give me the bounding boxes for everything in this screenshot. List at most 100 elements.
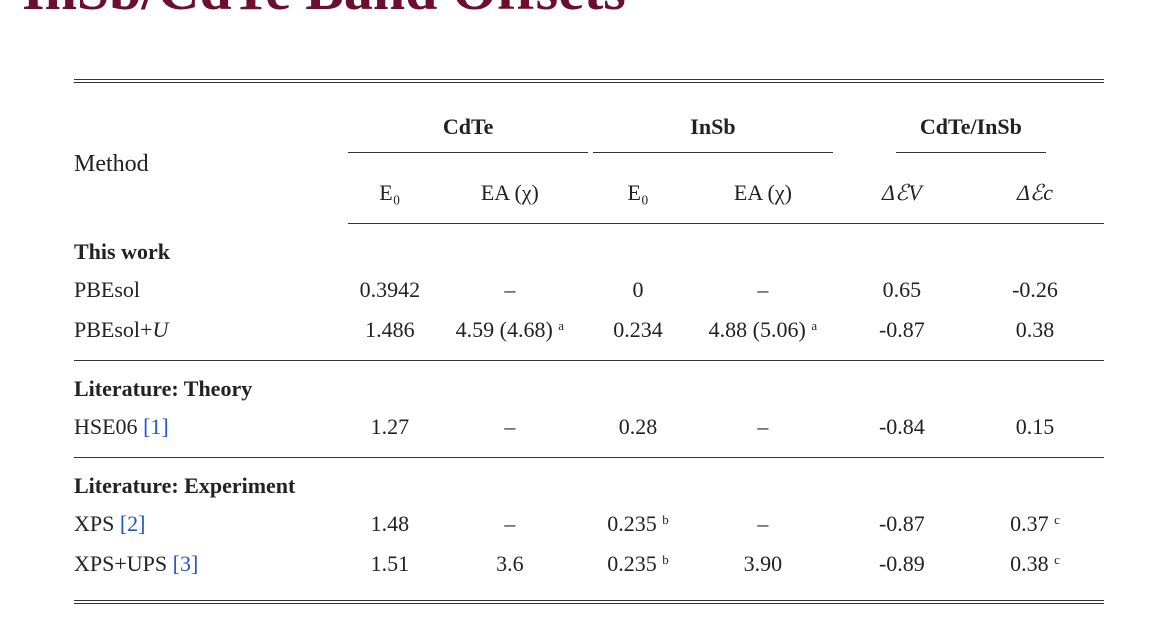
section-header-row: Literature: Theory — [74, 360, 1104, 407]
section-label: This work — [74, 238, 170, 264]
value-cell: 0.235 b — [588, 544, 688, 594]
cell-value: -0.87 — [878, 510, 925, 536]
cell-value: – — [504, 510, 516, 536]
footnote-marker: b — [662, 551, 669, 567]
cell-value: 0.235 — [607, 510, 657, 536]
section-header-row: This work — [74, 223, 1104, 270]
group-header-cdte: CdTe — [348, 83, 589, 163]
cell-value: 0 — [632, 276, 644, 302]
section-label: Literature: Theory — [74, 375, 253, 401]
footnote-marker: a — [558, 317, 565, 333]
subheader-delta-ec: Δℰc — [965, 162, 1104, 224]
citation-link[interactable]: [2] — [119, 510, 146, 536]
subheader-insb-ea: EA (χ) — [688, 162, 838, 224]
subheader-delta-ev-label: ΔℰV — [882, 179, 922, 205]
table-row: HSE06 [1] 1.27 – 0.28 – -0.84 0.15 — [74, 406, 1104, 458]
method-cell: PBEsol+U — [74, 309, 349, 361]
method-cell: HSE06 [1] — [74, 406, 349, 458]
footnote-marker: c — [1054, 551, 1060, 567]
value-cell: 0.37 c — [966, 504, 1104, 544]
value-cell: 0.28 — [588, 406, 688, 458]
slide-title: InSb/CdTe Band Offsets — [22, 0, 626, 23]
subheader-insb-ea-label: EA (χ) — [733, 179, 792, 205]
cell-value: -0.26 — [1012, 276, 1058, 302]
table-top-rule — [74, 79, 1104, 83]
subheader-cdte-e0: E₀ — [348, 162, 432, 224]
subheader-delta-ev: ΔℰV — [837, 162, 966, 224]
group-underline-cdte — [348, 152, 589, 154]
method-cell: XPS [2] — [74, 504, 348, 544]
cell-value: 1.27 — [370, 413, 410, 439]
cell-value: 3.90 — [743, 550, 783, 576]
section-label: Literature: Experiment — [74, 472, 296, 498]
value-cell: -0.84 — [837, 406, 966, 458]
table-row: XPS [2] 1.48 – 0.235 b – -0.87 0.37 c — [74, 504, 1104, 544]
cell-value: -0.87 — [878, 316, 925, 342]
value-cell: -0.26 — [966, 270, 1104, 310]
method-name: PBEsol+U — [74, 316, 169, 342]
subheader-cdte-ea-label: EA (χ) — [480, 179, 539, 205]
table-body: This work PBEsol 0.3942 – 0 – 0.65 -0.26 PBEsol+… — [74, 223, 1104, 594]
citation-link[interactable]: [1] — [143, 413, 169, 439]
subheader-cdte-ea: EA (χ) — [431, 162, 589, 224]
group-underline-insb — [592, 152, 833, 154]
band-offset-table-container: Method CdTe InSb CdTe/InSb E₀ EA (χ) E₀ — [74, 79, 1104, 604]
cell-value: 1.486 — [365, 316, 415, 342]
cell-value: 3.6 — [496, 550, 524, 576]
method-name: PBEsol — [74, 276, 141, 302]
cell-value: – — [757, 413, 769, 439]
footnote-marker: b — [662, 511, 669, 527]
method-name: XPS — [74, 510, 115, 536]
value-cell: 0.38 c — [966, 544, 1104, 594]
table-row: PBEsol+U 1.486 4.59 (4.68) a 0.234 4.88 (5.0… — [74, 309, 1104, 361]
value-cell: – — [432, 504, 589, 544]
value-cell: 0 — [588, 270, 688, 310]
group-header-cdte-label: CdTe — [442, 114, 494, 140]
citation-link[interactable]: [3] — [172, 550, 199, 576]
cell-value: 0.38 — [1010, 550, 1049, 576]
subheader-insb-e0-label: E₀ — [627, 179, 649, 205]
cell-value: 4.88 (5.06) — [708, 316, 806, 342]
value-cell: 0.235 b — [588, 504, 688, 544]
value-cell: 1.51 — [348, 544, 431, 594]
cell-value: 1.51 — [370, 550, 410, 576]
cell-value: – — [757, 510, 769, 536]
cell-value: 0.28 — [618, 413, 658, 439]
cell-value: -0.89 — [878, 550, 925, 576]
value-cell: -0.87 — [837, 309, 966, 361]
value-cell: 0.15 — [965, 406, 1104, 458]
method-header: Method — [74, 150, 149, 177]
group-underline-offsets — [895, 152, 1046, 154]
cell-value: 0.38 — [1015, 316, 1055, 342]
value-cell: 3.90 — [688, 544, 838, 594]
value-cell: 0.65 — [838, 270, 966, 310]
value-cell: 3.6 — [432, 544, 589, 594]
value-cell: 4.88 (5.06) a — [688, 309, 838, 361]
table-row: XPS+UPS [3] 1.51 3.6 0.235 b 3.90 -0.89 0.38 c — [74, 544, 1104, 594]
value-cell: – — [431, 406, 589, 458]
value-cell: 1.27 — [348, 406, 432, 458]
cell-value: 0.3942 — [359, 276, 421, 302]
value-cell: 1.48 — [348, 504, 431, 544]
value-cell: – — [432, 270, 589, 310]
cell-value: 0.37 — [1010, 510, 1049, 536]
table-bottom-rule — [74, 599, 1104, 604]
value-cell: 1.486 — [348, 309, 432, 361]
band-offset-table: Method CdTe InSb CdTe/InSb E₀ EA (χ) E₀ — [74, 83, 1104, 594]
subheader-insb-e0: E₀ — [588, 162, 688, 224]
cell-value: 1.48 — [370, 510, 410, 536]
group-header-insb: InSb — [588, 83, 838, 163]
value-cell: 0.3942 — [348, 270, 431, 310]
cell-value: – — [504, 276, 516, 302]
footnote-marker: c — [1054, 511, 1060, 527]
method-cell: XPS+UPS [3] — [74, 544, 348, 594]
header-row-subcolumns: E₀ EA (χ) E₀ EA (χ) ΔℰV Δℰc — [74, 162, 1104, 224]
cell-value: 0.15 — [1015, 413, 1055, 439]
value-cell: -0.89 — [838, 544, 966, 594]
value-cell: – — [688, 406, 838, 458]
method-name: HSE06 — [74, 413, 138, 439]
value-cell: -0.87 — [838, 504, 966, 544]
value-cell: 4.59 (4.68) a — [431, 309, 589, 361]
value-cell: 0.234 — [588, 309, 688, 361]
cell-value: – — [757, 276, 769, 302]
